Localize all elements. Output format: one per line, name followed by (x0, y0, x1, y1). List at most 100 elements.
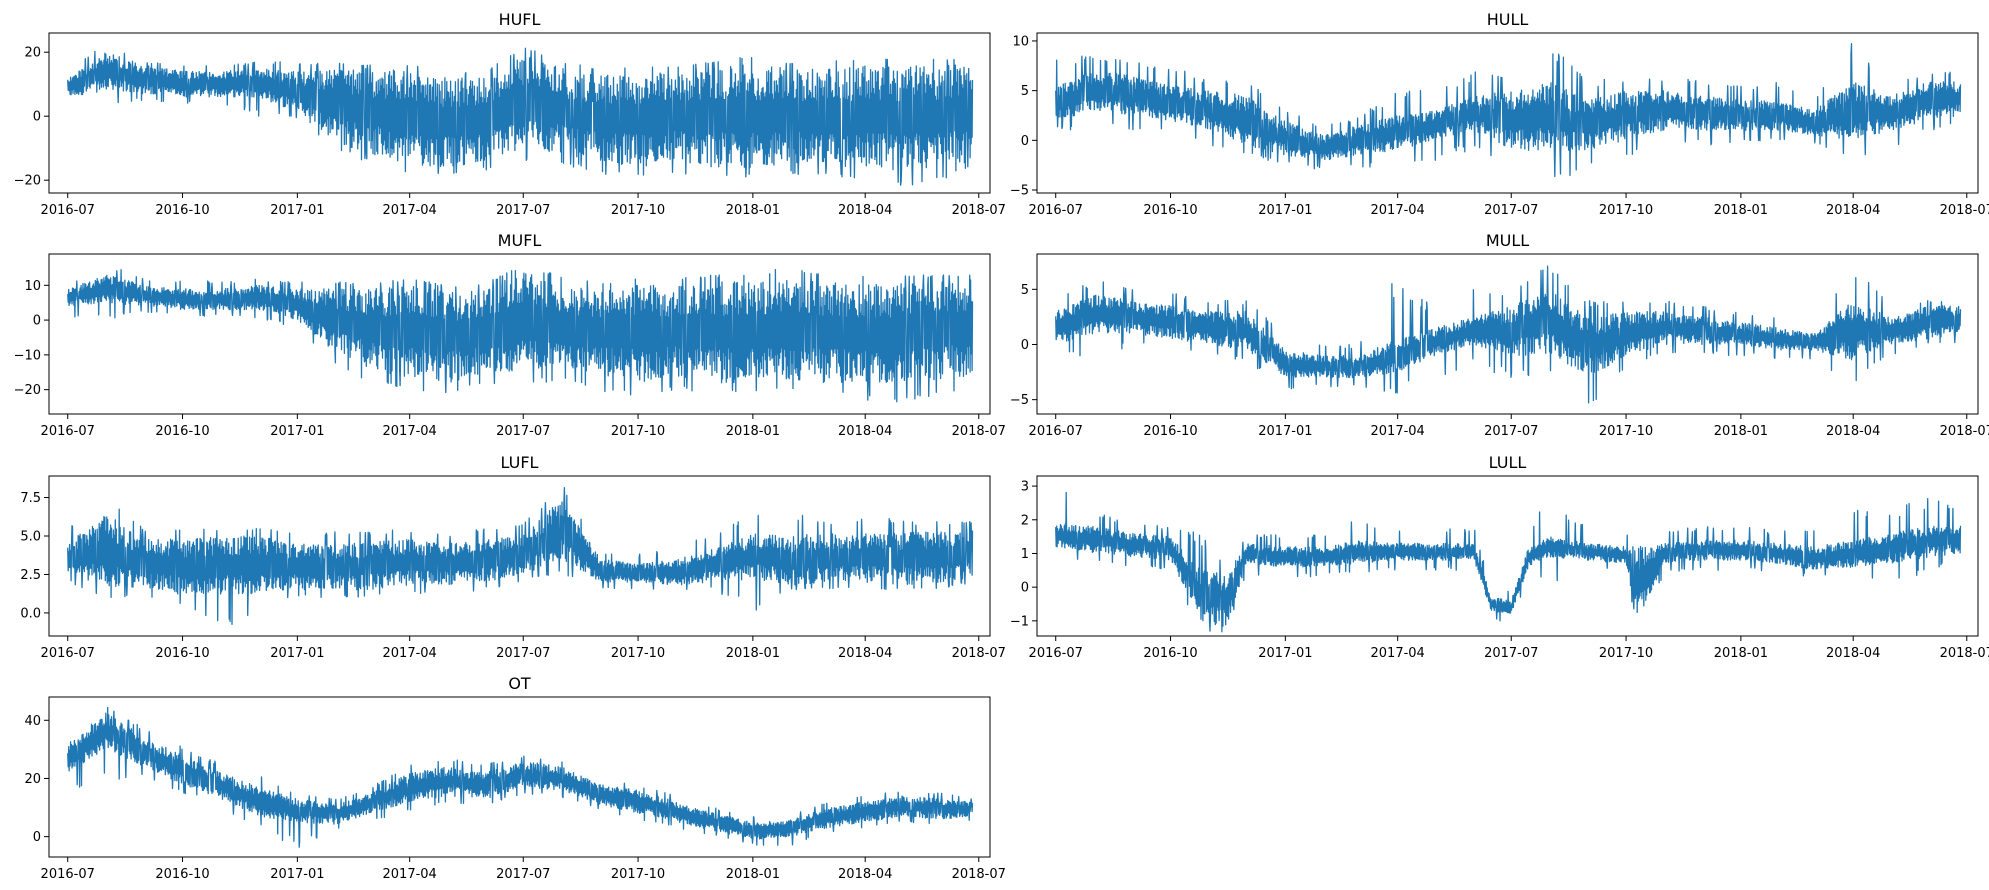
chart-hufl: HUFL 2016-07 2016-10 2017-01 2017-04 2017-07 2… (14, 10, 1006, 218)
x-tick-label: 2018-01 (726, 867, 780, 882)
series-line-hufl (67, 47, 974, 186)
chart-ot: OT 2016-07 2016-10 2017-01 2017-04 2017-07 201… (24, 674, 1005, 882)
series-line-hull (1055, 43, 1962, 178)
x-tick-label: 2017-04 (1371, 203, 1425, 218)
x-tick-label: 2018-04 (838, 203, 892, 218)
x-tick-label: 2016-07 (41, 424, 95, 439)
x-tick-label: 2017-07 (1484, 646, 1538, 661)
y-tick-label: −5 (1010, 184, 1029, 199)
x-tick-label: 2018-01 (726, 424, 780, 439)
chart-mull: MULL 2016-07 2016-10 2017-01 2017-04 2017-07 2… (1010, 231, 1989, 439)
x-tick-label: 2016-10 (155, 867, 209, 882)
chart-title-mull: MULL (1486, 231, 1529, 250)
y-tick-label: 10 (1012, 34, 1029, 49)
axes-frame (48, 253, 991, 415)
series-line-mufl (67, 269, 974, 403)
x-tick-label: 2017-01 (1258, 424, 1312, 439)
x-tick-label: 2017-07 (1484, 203, 1538, 218)
x-tick-label: 2017-01 (270, 867, 324, 882)
y-tick-label: 0.0 (20, 606, 41, 621)
axes-frame (48, 475, 991, 637)
x-tick-label: 2017-04 (1371, 424, 1425, 439)
chart-title-hufl: HUFL (499, 10, 541, 29)
y-tick-label: 10 (24, 279, 41, 294)
y-tick-label: 0 (33, 314, 41, 329)
chart-title-mufl: MUFL (498, 231, 542, 250)
axes-frame (1036, 253, 1979, 415)
axes-frame (1036, 32, 1979, 194)
y-tick-label: 2.5 (20, 568, 41, 583)
x-tick-label: 2018-04 (838, 646, 892, 661)
x-tick-label: 2018-01 (1714, 424, 1768, 439)
x-tick-label: 2016-07 (1029, 646, 1083, 661)
axes-frame (48, 32, 991, 194)
x-tick-label: 2018-01 (726, 646, 780, 661)
x-tick-label: 2017-07 (1484, 424, 1538, 439)
x-tick-label: 2018-07 (952, 646, 1006, 661)
chart-title-lull: LULL (1489, 453, 1527, 472)
x-tick-label: 2018-07 (1940, 646, 1989, 661)
chart-title-hull: HULL (1487, 10, 1529, 29)
y-tick-label: −20 (14, 174, 41, 189)
x-tick-label: 2017-04 (383, 424, 437, 439)
chart-lull: LULL 2016-07 2016-10 2017-01 2017-04 2017-07 2… (1010, 453, 1989, 661)
x-tick-label: 2017-07 (496, 203, 550, 218)
x-tick-label: 2018-07 (952, 867, 1006, 882)
x-tick-label: 2018-07 (952, 203, 1006, 218)
y-tick-label: 20 (24, 46, 41, 61)
series-line-mull (1055, 265, 1962, 404)
chart-title-lufl: LUFL (501, 453, 539, 472)
x-tick-label: 2016-10 (1143, 203, 1197, 218)
x-tick-label: 2017-10 (611, 203, 665, 218)
x-tick-label: 2018-01 (1714, 203, 1768, 218)
x-tick-label: 2016-07 (1029, 203, 1083, 218)
series-line-lull (1055, 491, 1962, 633)
x-tick-label: 2018-07 (952, 424, 1006, 439)
y-tick-label: 0 (33, 830, 41, 845)
x-tick-label: 2016-07 (41, 203, 95, 218)
y-tick-label: 1 (1021, 547, 1029, 562)
chart-hull: HULL 2016-07 2016-10 2017-01 2017-04 2017-07 2… (1010, 10, 1989, 218)
y-tick-label: 0 (1021, 338, 1029, 353)
y-tick-label: 0 (1021, 581, 1029, 596)
x-tick-label: 2017-10 (1599, 203, 1653, 218)
x-tick-label: 2016-10 (1143, 646, 1197, 661)
series-line-ot (67, 706, 974, 848)
x-tick-label: 2017-10 (611, 424, 665, 439)
x-tick-label: 2018-04 (1826, 646, 1880, 661)
x-tick-label: 2017-01 (1258, 203, 1312, 218)
y-tick-label: 20 (24, 772, 41, 787)
x-tick-label: 2017-10 (1599, 646, 1653, 661)
x-tick-label: 2017-07 (496, 424, 550, 439)
chart-lufl: LUFL 2016-07 2016-10 2017-01 2017-04 2017-07 2… (20, 453, 1006, 661)
x-tick-label: 2018-01 (726, 203, 780, 218)
x-tick-label: 2016-07 (41, 867, 95, 882)
x-tick-label: 2018-04 (838, 867, 892, 882)
x-tick-label: 2016-10 (155, 424, 209, 439)
x-tick-label: 2016-10 (155, 646, 209, 661)
x-tick-label: 2017-07 (496, 646, 550, 661)
x-tick-label: 2018-01 (1714, 646, 1768, 661)
x-tick-label: 2017-01 (270, 424, 324, 439)
y-tick-label: 5.0 (20, 530, 41, 545)
x-tick-label: 2017-07 (496, 867, 550, 882)
y-tick-label: 7.5 (20, 491, 41, 506)
x-tick-label: 2017-10 (1599, 424, 1653, 439)
x-tick-label: 2016-10 (155, 203, 209, 218)
x-tick-label: 2018-07 (1940, 203, 1989, 218)
x-tick-label: 2016-07 (1029, 424, 1083, 439)
chart-mufl: MUFL 2016-07 2016-10 2017-01 2017-04 2017-07 2… (14, 231, 1006, 439)
x-tick-label: 2017-01 (270, 203, 324, 218)
y-tick-label: −5 (1010, 393, 1029, 408)
x-tick-label: 2016-07 (41, 646, 95, 661)
x-tick-label: 2018-04 (1826, 203, 1880, 218)
axes-frame (48, 696, 991, 858)
x-tick-label: 2017-01 (270, 646, 324, 661)
y-tick-label: −10 (14, 348, 41, 363)
x-tick-label: 2017-04 (383, 867, 437, 882)
y-tick-label: 2 (1021, 513, 1029, 528)
x-tick-label: 2017-04 (383, 203, 437, 218)
x-tick-label: 2017-10 (611, 646, 665, 661)
x-tick-label: 2017-01 (1258, 646, 1312, 661)
